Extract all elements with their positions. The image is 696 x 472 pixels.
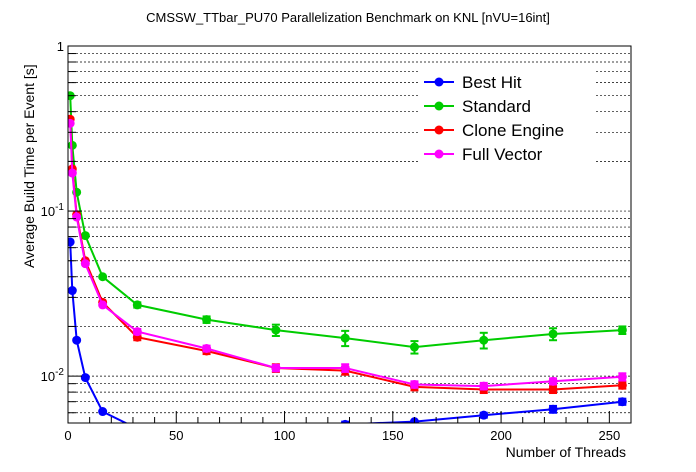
legend-marker [434, 149, 444, 159]
data-point [202, 427, 211, 436]
data-point [98, 272, 108, 282]
legend-entry-full-vector: Full Vector [424, 145, 543, 164]
data-point [548, 376, 558, 386]
data-point [271, 363, 281, 373]
y-tick-label: 1 [57, 39, 64, 54]
data-point [68, 237, 75, 247]
y-axis-label: Average Build Time per Event [s] [21, 64, 37, 268]
data-point [340, 363, 350, 373]
data-point [548, 329, 558, 339]
legend-label: Clone Engine [462, 121, 564, 140]
data-point [68, 286, 77, 296]
legend-box [418, 68, 594, 164]
series-full-vector [68, 118, 627, 391]
data-point [68, 168, 77, 178]
data-point [98, 407, 108, 417]
x-tick-label: 50 [169, 428, 183, 443]
data-point [133, 424, 142, 433]
data-point [617, 372, 627, 382]
data-point [271, 325, 281, 335]
data-point [68, 118, 75, 128]
legend-label: Full Vector [462, 145, 543, 164]
data-point [409, 379, 419, 389]
legend: Best Hit Standard Clone Engine Full Vector [418, 68, 594, 164]
data-point [80, 231, 90, 241]
data-point [479, 335, 489, 345]
y-tick-label: 10-2 [41, 367, 65, 384]
chart-title: CMSSW_TTbar_PU70 Parallelization Benchma… [146, 10, 550, 25]
y-tick-label: 10-1 [41, 202, 65, 219]
data-point [202, 344, 212, 354]
data-point [409, 342, 419, 352]
legend-marker [434, 101, 444, 111]
data-point [617, 397, 627, 407]
data-point [548, 384, 558, 394]
data-point [617, 325, 627, 335]
legend-marker [434, 77, 444, 87]
series-best-hit [68, 237, 627, 436]
x-tick-label: 250 [598, 428, 620, 443]
x-axis: 0 50 100 150 200 250 [64, 411, 632, 443]
series-layer [68, 91, 627, 436]
x-tick-label: 100 [274, 428, 296, 443]
data-point [80, 373, 90, 383]
data-point [132, 327, 142, 337]
data-point [548, 404, 558, 414]
data-point [132, 300, 142, 310]
x-tick-label: 150 [382, 428, 404, 443]
x-tick-label: 0 [64, 428, 71, 443]
data-point [72, 335, 82, 345]
legend-entry-best-hit: Best Hit [424, 73, 522, 92]
x-axis-label: Number of Threads [506, 444, 626, 460]
y-axis: 1 10-1 10-2 [41, 39, 82, 414]
x-tick-label: 200 [490, 428, 512, 443]
data-point [72, 212, 82, 222]
data-point [340, 419, 350, 423]
data-point [479, 381, 489, 391]
data-point [202, 315, 212, 325]
data-point [98, 300, 108, 310]
legend-marker [434, 125, 444, 135]
legend-entry-standard: Standard [424, 97, 531, 116]
legend-label: Standard [462, 97, 531, 116]
legend-entry-clone-engine: Clone Engine [424, 121, 564, 140]
series-standard [68, 91, 627, 355]
data-point [340, 333, 350, 343]
legend-label: Best Hit [462, 73, 522, 92]
data-point [617, 380, 627, 390]
data-point [479, 410, 489, 420]
data-point [80, 259, 90, 269]
